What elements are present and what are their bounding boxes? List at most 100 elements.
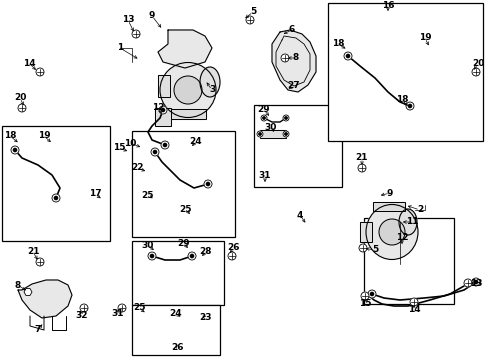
Text: 19: 19	[38, 131, 50, 140]
Bar	[363, 218, 453, 304]
Circle shape	[357, 164, 365, 172]
Text: 22: 22	[130, 163, 143, 172]
Bar	[359, 222, 371, 242]
Ellipse shape	[365, 204, 417, 260]
Ellipse shape	[174, 76, 202, 104]
Circle shape	[132, 30, 140, 38]
Circle shape	[369, 292, 373, 296]
Circle shape	[118, 304, 126, 312]
Bar	[2, 126, 110, 241]
Bar	[372, 202, 404, 211]
Circle shape	[409, 298, 417, 306]
Circle shape	[262, 117, 264, 119]
Circle shape	[471, 278, 479, 286]
Circle shape	[153, 150, 156, 154]
Bar	[171, 109, 205, 119]
Bar	[327, 3, 482, 141]
Text: 14: 14	[407, 306, 420, 315]
Circle shape	[358, 244, 366, 252]
Circle shape	[11, 146, 19, 154]
Text: 26: 26	[227, 243, 240, 252]
Text: 19: 19	[418, 33, 430, 42]
Bar	[132, 131, 235, 237]
Text: 32: 32	[76, 311, 88, 320]
Circle shape	[161, 108, 164, 112]
Circle shape	[473, 280, 477, 284]
Polygon shape	[24, 288, 32, 296]
Text: 5: 5	[249, 8, 256, 17]
Circle shape	[80, 304, 88, 312]
Text: 16: 16	[381, 0, 393, 9]
Text: 14: 14	[22, 58, 35, 68]
Text: 11: 11	[405, 217, 417, 226]
Text: 9: 9	[386, 189, 392, 198]
Circle shape	[258, 133, 261, 135]
Text: 30: 30	[142, 240, 154, 249]
Bar	[260, 130, 285, 138]
Circle shape	[471, 68, 479, 76]
Bar	[359, 222, 371, 242]
Text: 25: 25	[132, 303, 145, 312]
Circle shape	[159, 106, 167, 114]
Text: 12: 12	[395, 233, 407, 242]
Text: 17: 17	[88, 189, 101, 198]
Circle shape	[36, 258, 44, 266]
Text: 23: 23	[199, 314, 212, 323]
Text: 7: 7	[35, 325, 41, 334]
Text: 28: 28	[199, 248, 212, 256]
Text: 15: 15	[113, 144, 125, 153]
Circle shape	[227, 252, 236, 260]
Text: 3: 3	[208, 85, 215, 94]
Text: 8: 8	[292, 54, 299, 63]
Circle shape	[187, 252, 196, 260]
Circle shape	[360, 292, 368, 300]
Text: 24: 24	[189, 138, 202, 147]
Circle shape	[190, 255, 193, 258]
Circle shape	[54, 197, 58, 199]
Circle shape	[245, 16, 253, 24]
Text: 20: 20	[14, 94, 26, 103]
Circle shape	[18, 104, 26, 112]
Text: 31: 31	[258, 171, 271, 180]
Text: 15: 15	[358, 298, 370, 307]
Circle shape	[151, 148, 159, 156]
Text: 10: 10	[123, 139, 136, 148]
Text: 29: 29	[257, 105, 270, 114]
Bar	[171, 109, 205, 119]
Polygon shape	[271, 30, 315, 92]
Circle shape	[163, 143, 166, 147]
Circle shape	[407, 104, 411, 108]
Ellipse shape	[160, 63, 216, 117]
Ellipse shape	[398, 209, 416, 235]
Text: 29: 29	[177, 239, 190, 248]
Bar	[155, 108, 171, 126]
Bar	[158, 75, 170, 97]
Ellipse shape	[378, 219, 404, 245]
Circle shape	[284, 133, 286, 135]
Circle shape	[203, 180, 212, 188]
Text: 27: 27	[287, 81, 300, 90]
Circle shape	[206, 183, 209, 186]
Circle shape	[405, 102, 413, 110]
Text: 9: 9	[148, 12, 155, 21]
Text: 2: 2	[416, 206, 422, 215]
Ellipse shape	[200, 67, 220, 97]
Text: 4: 4	[296, 211, 303, 220]
Circle shape	[343, 52, 351, 60]
Text: 25: 25	[180, 206, 192, 215]
Text: 12: 12	[151, 103, 164, 112]
Bar	[253, 105, 341, 187]
Bar	[158, 75, 170, 97]
Text: 5: 5	[371, 246, 377, 255]
Circle shape	[463, 279, 471, 287]
Text: 13: 13	[122, 15, 134, 24]
Text: 18: 18	[395, 95, 407, 104]
Circle shape	[257, 131, 263, 137]
Text: 1: 1	[117, 44, 123, 53]
Text: 21: 21	[27, 248, 39, 256]
Circle shape	[283, 115, 288, 121]
Circle shape	[36, 68, 44, 76]
Circle shape	[283, 131, 288, 137]
Text: 21: 21	[355, 153, 367, 162]
Text: 31: 31	[112, 309, 124, 318]
